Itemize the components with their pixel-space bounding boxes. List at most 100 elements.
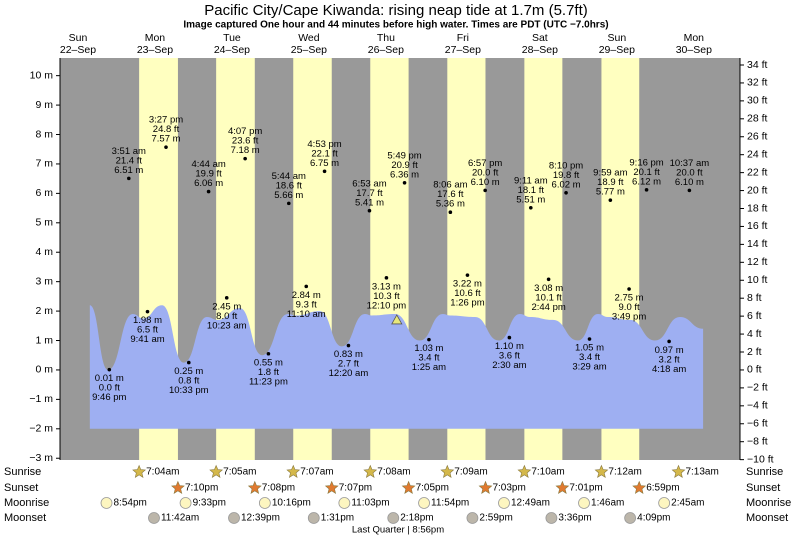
sunrise-time: 7:09am: [454, 467, 487, 478]
y2-tick-label: −2 ft: [747, 382, 768, 394]
tide-label-time: 6:57 pm: [468, 158, 502, 169]
moonrise-time: 11:54pm: [431, 498, 469, 509]
tide-label-time: 5:49 pm: [387, 150, 421, 161]
tide-label-meters: 3.08 m: [534, 283, 563, 294]
row-label: Sunset: [746, 482, 780, 494]
sunrise-time: 7:07am: [300, 467, 333, 478]
tide-label-feet: 1.8 ft: [258, 367, 279, 378]
tide-label-meters: 0.25 m: [174, 366, 203, 377]
row-label: Sunrise: [4, 466, 41, 478]
y2-tick-label: −6 ft: [747, 418, 768, 430]
tide-label-time: 10:37 am: [670, 158, 710, 169]
y2-tick-label: 30 ft: [747, 95, 768, 107]
y2-tick-label: 32 ft: [747, 77, 768, 89]
tide-label-time: 1:25 am: [412, 362, 446, 373]
tide-label-meters: 0.83 m: [334, 349, 363, 360]
tide-point: [687, 188, 692, 193]
sunrise-icon: [363, 464, 378, 478]
tide-point: [483, 188, 487, 193]
y2-tick-label: 0 ft: [747, 364, 762, 376]
tide-label-meters: 6.12 m: [632, 176, 661, 187]
moonrise-icon: [100, 497, 113, 509]
moonset-icon: [624, 512, 637, 524]
tide-label-feet: 10.1 ft: [535, 292, 562, 303]
tide-label-time: 3:29 am: [572, 362, 606, 373]
tide-label-feet: 10.6 ft: [454, 288, 481, 299]
tide-label-time: 8:06 am: [433, 180, 467, 191]
tide-label-feet: 10.3 ft: [373, 291, 400, 302]
tide-point: [186, 360, 191, 365]
sunset-time: 7:05pm: [416, 483, 449, 494]
tide-area: [89, 305, 704, 429]
tide-label-feet: 24.8 ft: [153, 124, 180, 135]
chart-subtitle: Image captured One hour and 44 minutes b…: [183, 20, 608, 31]
y2-tick-label: 20 ft: [747, 184, 768, 196]
tide-label-meters: 1.03 m: [414, 343, 443, 354]
tide-label-meters: 1.05 m: [575, 343, 604, 354]
tide-label-meters: 6.10 m: [675, 177, 704, 188]
tide-label-meters: 0.01 m: [95, 373, 124, 384]
tide-point: [367, 208, 372, 213]
moonrise-icon: [338, 497, 351, 509]
tide-point: [346, 343, 351, 348]
tide-label-feet: 18.6 ft: [276, 180, 303, 191]
y-tick-label: −3 m: [29, 452, 53, 464]
tide-label-feet: 8.0 ft: [216, 311, 237, 322]
tide-point: [608, 198, 613, 202]
y2-tick-label: 4 ft: [747, 328, 762, 340]
tide-label-feet: 0.0 ft: [99, 383, 120, 394]
tide-label-feet: 22.1 ft: [311, 148, 338, 159]
y-tick-label: 6 m: [35, 187, 53, 199]
moonset-icon: [148, 512, 160, 524]
date-label: 26–Sep: [368, 44, 404, 56]
tide-point: [427, 337, 431, 342]
tide-point: [206, 189, 211, 194]
y-tick-label: 4 m: [35, 246, 53, 258]
sunset-time: 6:59pm: [646, 483, 679, 494]
tide-point: [627, 287, 631, 291]
y2-tick-label: 24 ft: [747, 148, 768, 160]
row-label: Moonrise: [746, 497, 791, 509]
tide-label-meters: 2.45 m: [212, 301, 241, 312]
moonrise-time: 12:49am: [511, 498, 550, 509]
tide-label-meters: 1.98 m: [133, 315, 162, 326]
tide-label-meters: 6.75 m: [310, 158, 339, 169]
y-tick-label: 1 m: [35, 334, 53, 346]
y2-tick-label: 12 ft: [747, 256, 768, 268]
y2-tick-label: −8 ft: [747, 435, 768, 447]
tide-point: [266, 351, 271, 356]
day-label: Sun: [69, 32, 88, 44]
tide-point: [243, 156, 247, 161]
moonset-time: 3:36pm: [558, 513, 591, 524]
tide-point: [667, 339, 671, 344]
moonset-time: 11:42am: [161, 513, 199, 524]
tide-label-time: 2:30 am: [492, 360, 526, 371]
y-tick-label: 7 m: [35, 158, 53, 170]
tide-label-meters: 7.18 m: [231, 145, 260, 156]
now-marker: [391, 314, 403, 325]
moonrise-icon: [578, 497, 590, 509]
sunset-icon: [478, 480, 493, 494]
tide-label-feet: 19.8 ft: [553, 170, 580, 181]
tide-label-time: 9:41 am: [130, 334, 164, 345]
tide-label-meters: 6.51 m: [114, 165, 143, 176]
sunset-time: 7:10pm: [185, 483, 218, 494]
y2-tick-label: 2 ft: [747, 346, 762, 358]
tide-label-meters: 5.51 m: [516, 194, 545, 205]
sunrise-time: 7:10am: [531, 467, 564, 478]
y-tick-label: 0 m: [35, 364, 53, 376]
y2-tick-label: 16 ft: [747, 220, 768, 232]
tide-point: [286, 201, 291, 206]
moonset-icon: [228, 512, 240, 524]
tide-label-time: 10:33 pm: [169, 385, 209, 396]
sunrise-icon: [671, 464, 686, 478]
tide-label-time: 9:46 pm: [92, 392, 126, 403]
tide-label-feet: 3.6 ft: [499, 351, 520, 362]
sunset-icon: [632, 480, 647, 494]
tide-label-time: 6:53 am: [352, 178, 386, 189]
tide-label-feet: 20.0 ft: [676, 167, 703, 178]
tide-label-meters: 5.36 m: [436, 199, 465, 210]
moonset-icon: [387, 512, 400, 524]
day-label: Sat: [532, 32, 548, 44]
tide-label-time: 4:07 pm: [228, 126, 262, 137]
